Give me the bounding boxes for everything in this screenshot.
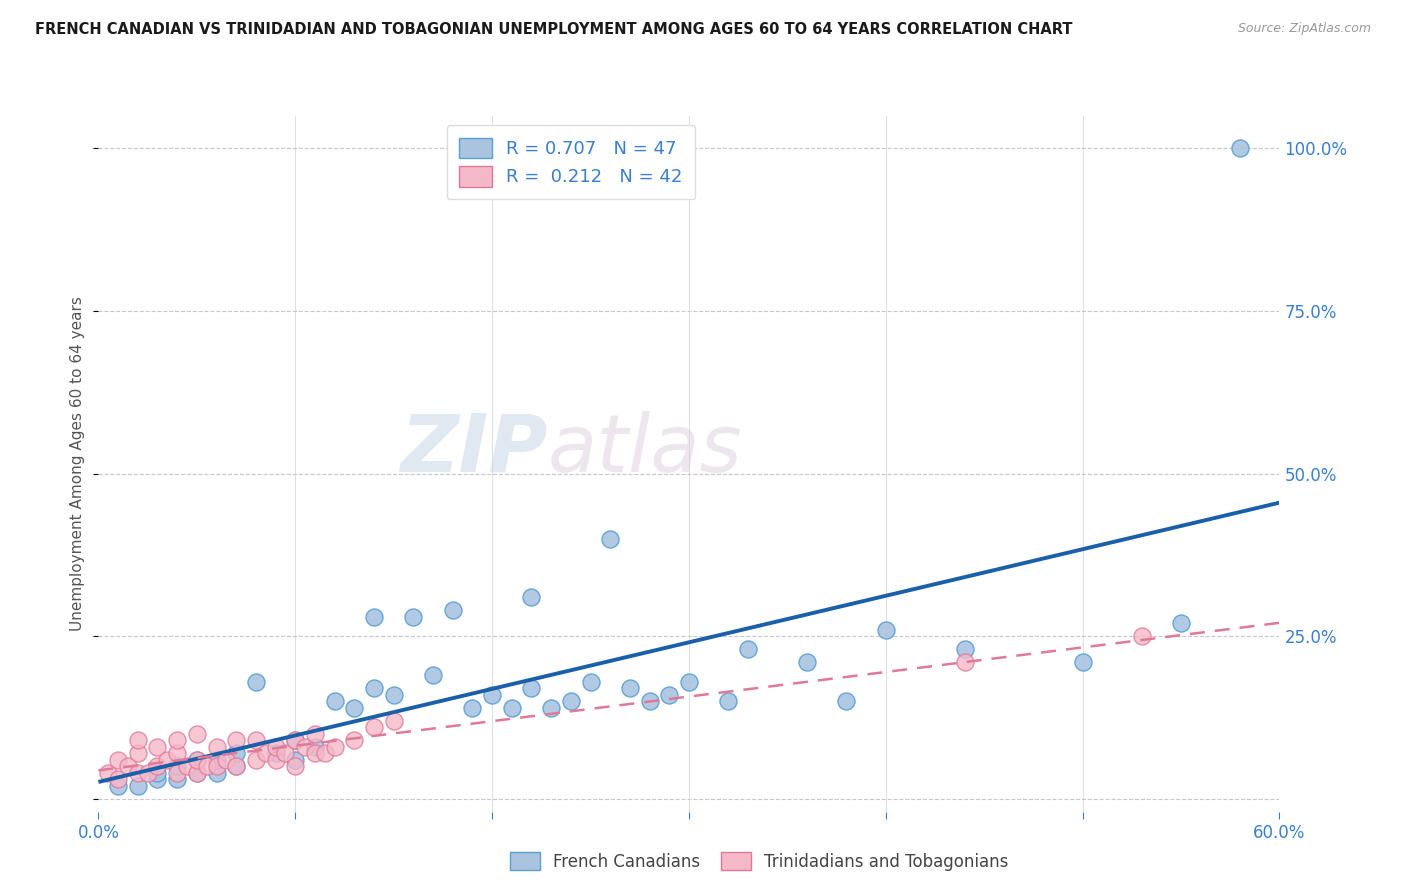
Point <box>245 674 267 689</box>
Point <box>146 739 169 754</box>
Point <box>304 727 326 741</box>
Point <box>520 681 543 695</box>
Point <box>225 759 247 773</box>
Text: ZIP: ZIP <box>399 411 547 489</box>
Point <box>107 779 129 793</box>
Point <box>304 746 326 760</box>
Point <box>254 746 277 760</box>
Point <box>205 759 228 773</box>
Point <box>520 590 543 604</box>
Point <box>579 674 602 689</box>
Point <box>156 753 179 767</box>
Point <box>619 681 641 695</box>
Point <box>146 759 169 773</box>
Point <box>107 753 129 767</box>
Point <box>402 609 425 624</box>
Point <box>796 655 818 669</box>
Point <box>323 739 346 754</box>
Point <box>215 753 238 767</box>
Point <box>304 739 326 754</box>
Point <box>274 746 297 760</box>
Point <box>186 765 208 780</box>
Point <box>176 759 198 773</box>
Point <box>205 765 228 780</box>
Point <box>166 746 188 760</box>
Point <box>166 759 188 773</box>
Point <box>284 753 307 767</box>
Point <box>107 772 129 787</box>
Point <box>717 694 740 708</box>
Point <box>382 714 405 728</box>
Point <box>166 772 188 787</box>
Point <box>343 700 366 714</box>
Point <box>186 753 208 767</box>
Legend: French Canadians, Trinidadians and Tobagonians: French Canadians, Trinidadians and Tobag… <box>502 844 1017 880</box>
Point <box>205 753 228 767</box>
Point <box>284 733 307 747</box>
Point <box>441 603 464 617</box>
Point <box>461 700 484 714</box>
Point <box>560 694 582 708</box>
Point <box>1229 141 1251 155</box>
Point <box>146 772 169 787</box>
Text: atlas: atlas <box>547 411 742 489</box>
Point <box>343 733 366 747</box>
Point <box>186 753 208 767</box>
Point <box>678 674 700 689</box>
Point <box>294 739 316 754</box>
Point <box>953 642 976 657</box>
Point <box>737 642 759 657</box>
Point <box>264 746 287 760</box>
Point <box>363 609 385 624</box>
Point <box>363 720 385 734</box>
Point <box>1130 629 1153 643</box>
Point <box>323 694 346 708</box>
Point <box>146 765 169 780</box>
Point <box>540 700 562 714</box>
Point <box>195 759 218 773</box>
Legend: R = 0.707   N = 47, R =  0.212   N = 42: R = 0.707 N = 47, R = 0.212 N = 42 <box>447 125 695 199</box>
Point <box>97 765 120 780</box>
Point <box>638 694 661 708</box>
Point <box>245 753 267 767</box>
Point <box>225 759 247 773</box>
Point <box>658 688 681 702</box>
Point <box>835 694 858 708</box>
Point <box>225 746 247 760</box>
Point <box>599 532 621 546</box>
Point <box>284 759 307 773</box>
Point <box>166 765 188 780</box>
Point <box>205 739 228 754</box>
Point <box>264 739 287 754</box>
Point <box>363 681 385 695</box>
Point <box>953 655 976 669</box>
Point <box>284 733 307 747</box>
Point <box>875 623 897 637</box>
Text: FRENCH CANADIAN VS TRINIDADIAN AND TOBAGONIAN UNEMPLOYMENT AMONG AGES 60 TO 64 Y: FRENCH CANADIAN VS TRINIDADIAN AND TOBAG… <box>35 22 1073 37</box>
Point <box>127 746 149 760</box>
Y-axis label: Unemployment Among Ages 60 to 64 years: Unemployment Among Ages 60 to 64 years <box>70 296 86 632</box>
Point <box>1071 655 1094 669</box>
Point <box>136 765 159 780</box>
Point <box>117 759 139 773</box>
Point <box>166 733 188 747</box>
Point <box>245 733 267 747</box>
Point <box>264 753 287 767</box>
Point <box>501 700 523 714</box>
Point <box>127 765 149 780</box>
Point <box>481 688 503 702</box>
Point <box>314 746 336 760</box>
Point <box>186 727 208 741</box>
Point <box>1170 616 1192 631</box>
Point <box>127 733 149 747</box>
Point <box>422 668 444 682</box>
Point <box>225 733 247 747</box>
Point <box>127 779 149 793</box>
Text: Source: ZipAtlas.com: Source: ZipAtlas.com <box>1237 22 1371 36</box>
Point <box>186 765 208 780</box>
Point <box>382 688 405 702</box>
